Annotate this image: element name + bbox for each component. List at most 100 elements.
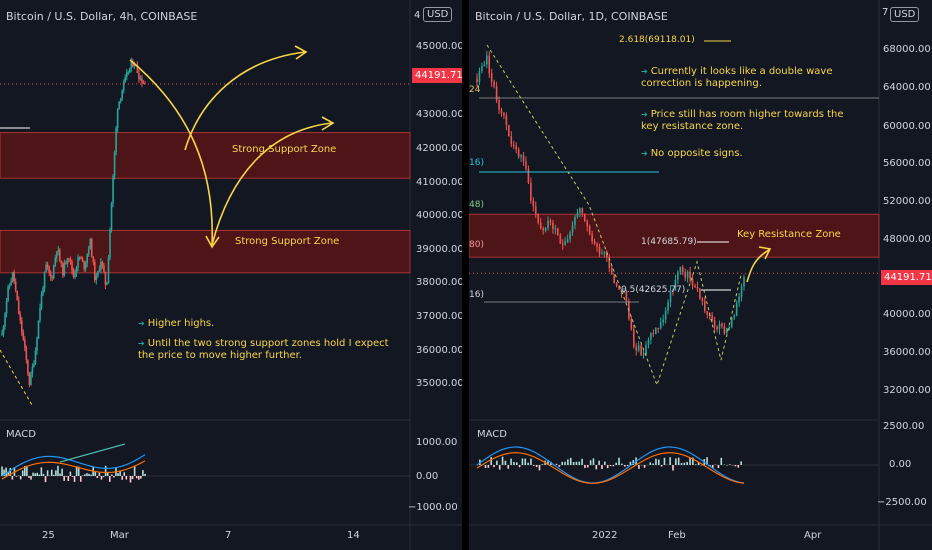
candle-body: [743, 276, 745, 287]
macd-line: [1, 454, 146, 477]
macd-histogram-bar: [129, 476, 132, 483]
candle-body: [733, 315, 736, 318]
macd-histogram-bar: [19, 476, 22, 480]
right-chart-canvas[interactable]: [469, 0, 932, 550]
right-macd-label: MACD: [477, 429, 507, 440]
candle-body: [92, 257, 95, 262]
macd-histogram-bar: [104, 465, 107, 476]
macd-histogram-bar: [38, 474, 41, 476]
candle-body: [542, 228, 544, 231]
right-y-tick: 52000.00: [883, 196, 931, 207]
note-marker-icon: ➔: [138, 319, 145, 328]
macd-histogram-bar: [133, 465, 136, 476]
macd-histogram-bar: [720, 457, 723, 465]
candle-body: [60, 260, 63, 264]
right-y-tick: 32000.00: [883, 385, 931, 396]
right-y-tick: 68000.00: [883, 44, 931, 55]
left-y-partial-label: 4: [414, 10, 421, 21]
right-chart-pane[interactable]: Bitcoin / U.S. Dollar, 1D, COINBASE 7 US…: [469, 0, 932, 550]
candle-body: [1, 333, 3, 335]
macd-histogram-bar: [507, 465, 510, 469]
candle-body: [31, 366, 34, 374]
left-y-tick: 43000.00: [416, 109, 462, 120]
left-x-tick: 25: [42, 530, 55, 541]
candle-body: [62, 263, 64, 276]
left-x-tick: Mar: [110, 530, 129, 541]
left-y-tick: 39000.00: [416, 244, 462, 255]
candle-body: [571, 225, 574, 233]
left-chart-canvas[interactable]: [0, 0, 462, 550]
macd-histogram-bar: [79, 476, 82, 482]
candle-body: [46, 264, 49, 268]
macd-histogram-bar: [694, 464, 697, 465]
candle-body: [596, 243, 598, 247]
macd-histogram-bar: [672, 465, 674, 471]
note-marker-icon: ➔: [641, 149, 648, 158]
candle-body: [483, 64, 486, 67]
candle-body: [591, 234, 593, 242]
candle-body: [138, 72, 140, 80]
candle-body: [738, 296, 740, 303]
macd-histogram-bar: [11, 476, 14, 480]
macd-histogram-bar: [504, 460, 507, 465]
candle-body: [77, 257, 79, 268]
macd-histogram-bar: [50, 469, 53, 476]
candle-body: [34, 350, 37, 364]
macd-histogram-bar: [524, 458, 527, 465]
candle-body: [119, 98, 122, 102]
left-y-tick: 40000.00: [416, 210, 462, 221]
candle-body: [48, 267, 50, 273]
candle-body: [566, 239, 569, 242]
macd-histogram-bar: [530, 458, 532, 465]
candle-body: [515, 146, 517, 150]
macd-histogram-bar: [663, 457, 666, 465]
candle-body: [490, 73, 493, 82]
arrow-head-icon: [758, 246, 772, 260]
candle-body: [522, 155, 525, 162]
candle-body: [740, 286, 743, 297]
macd-histogram-bar: [669, 457, 671, 465]
candle-body: [493, 81, 495, 87]
projection-arrow-curve: [746, 249, 770, 283]
candle-body: [478, 70, 481, 83]
macd-histogram-bar: [90, 474, 92, 476]
candle-body: [728, 326, 731, 329]
zone-rect-0: [469, 213, 880, 258]
macd-histogram-bar: [98, 472, 101, 476]
candle-body: [40, 293, 43, 309]
candle-body: [583, 213, 586, 222]
candle-body: [606, 252, 608, 258]
right-macd-tick: −2500.00: [877, 497, 927, 508]
candle-body: [54, 257, 57, 266]
macd-histogram-bar: [69, 471, 72, 476]
candle-body: [130, 61, 133, 68]
pane-divider[interactable]: [462, 0, 469, 550]
macd-histogram-bar: [621, 463, 623, 465]
candle-body: [14, 281, 17, 291]
candle-body: [122, 81, 125, 91]
macd-histogram-bar: [564, 461, 566, 465]
macd-histogram-bar: [680, 463, 683, 465]
candle-body: [10, 281, 12, 286]
right-currency-button[interactable]: USD: [890, 7, 920, 22]
left-chart-pane[interactable]: Bitcoin / U.S. Dollar, 4h, COINBASE 4 US…: [0, 0, 462, 550]
macd-histogram-bar: [533, 465, 535, 466]
macd-histogram-bar: [73, 476, 76, 482]
candle-body: [586, 221, 589, 227]
candle-body: [19, 314, 22, 321]
macd-histogram-bar: [63, 476, 65, 481]
left-currency-button[interactable]: USD: [423, 7, 453, 22]
macd-histogram-bar: [61, 468, 63, 476]
candle-body: [5, 300, 8, 314]
candle-body: [645, 345, 647, 355]
macd-histogram-bar: [601, 465, 603, 470]
candle-body: [640, 345, 642, 356]
right-y-tick: 56000.00: [883, 158, 931, 169]
candle-body: [74, 273, 76, 277]
candle-body: [65, 262, 67, 264]
candle-body: [520, 155, 522, 157]
macd-histogram-bar: [1, 466, 3, 476]
macd-histogram-bar: [21, 470, 24, 476]
macd-histogram-bar: [604, 461, 606, 465]
macd-histogram-bar: [131, 476, 134, 480]
